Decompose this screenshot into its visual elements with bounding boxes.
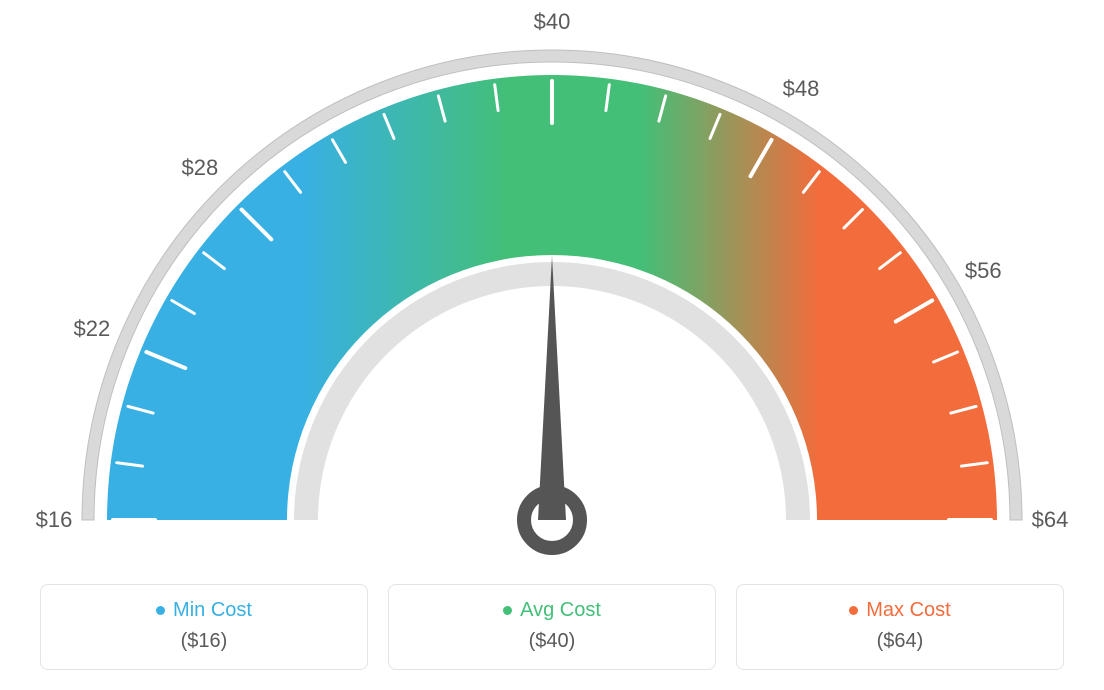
legend-title-avg: Avg Cost — [503, 599, 601, 622]
gauge-chart: $16 $22 $28 $40 $48 $56 $64 — [0, 0, 1104, 560]
legend-dot-icon — [156, 606, 165, 615]
gauge-tick-label: $40 — [534, 9, 571, 35]
legend-label: Avg Cost — [520, 599, 601, 622]
legend-row: Min Cost ($16) Avg Cost ($40) Max Cost (… — [0, 584, 1104, 670]
legend-card-max: Max Cost ($64) — [736, 584, 1064, 670]
legend-value: ($64) — [747, 630, 1053, 653]
gauge-tick-label: $16 — [36, 507, 73, 533]
gauge-tick-label: $22 — [74, 316, 111, 342]
gauge-svg — [22, 20, 1082, 580]
legend-title-max: Max Cost — [849, 599, 950, 622]
gauge-tick-label: $64 — [1032, 507, 1069, 533]
legend-dot-icon — [849, 606, 858, 615]
gauge-tick-label: $48 — [783, 76, 820, 102]
gauge-tick-label: $56 — [965, 258, 1002, 284]
legend-card-min: Min Cost ($16) — [40, 584, 368, 670]
legend-label: Max Cost — [866, 599, 950, 622]
legend-value: ($40) — [399, 630, 705, 653]
legend-card-avg: Avg Cost ($40) — [388, 584, 716, 670]
legend-dot-icon — [503, 606, 512, 615]
legend-value: ($16) — [51, 630, 357, 653]
gauge-tick-label: $28 — [182, 155, 219, 181]
legend-label: Min Cost — [173, 599, 252, 622]
legend-title-min: Min Cost — [156, 599, 252, 622]
